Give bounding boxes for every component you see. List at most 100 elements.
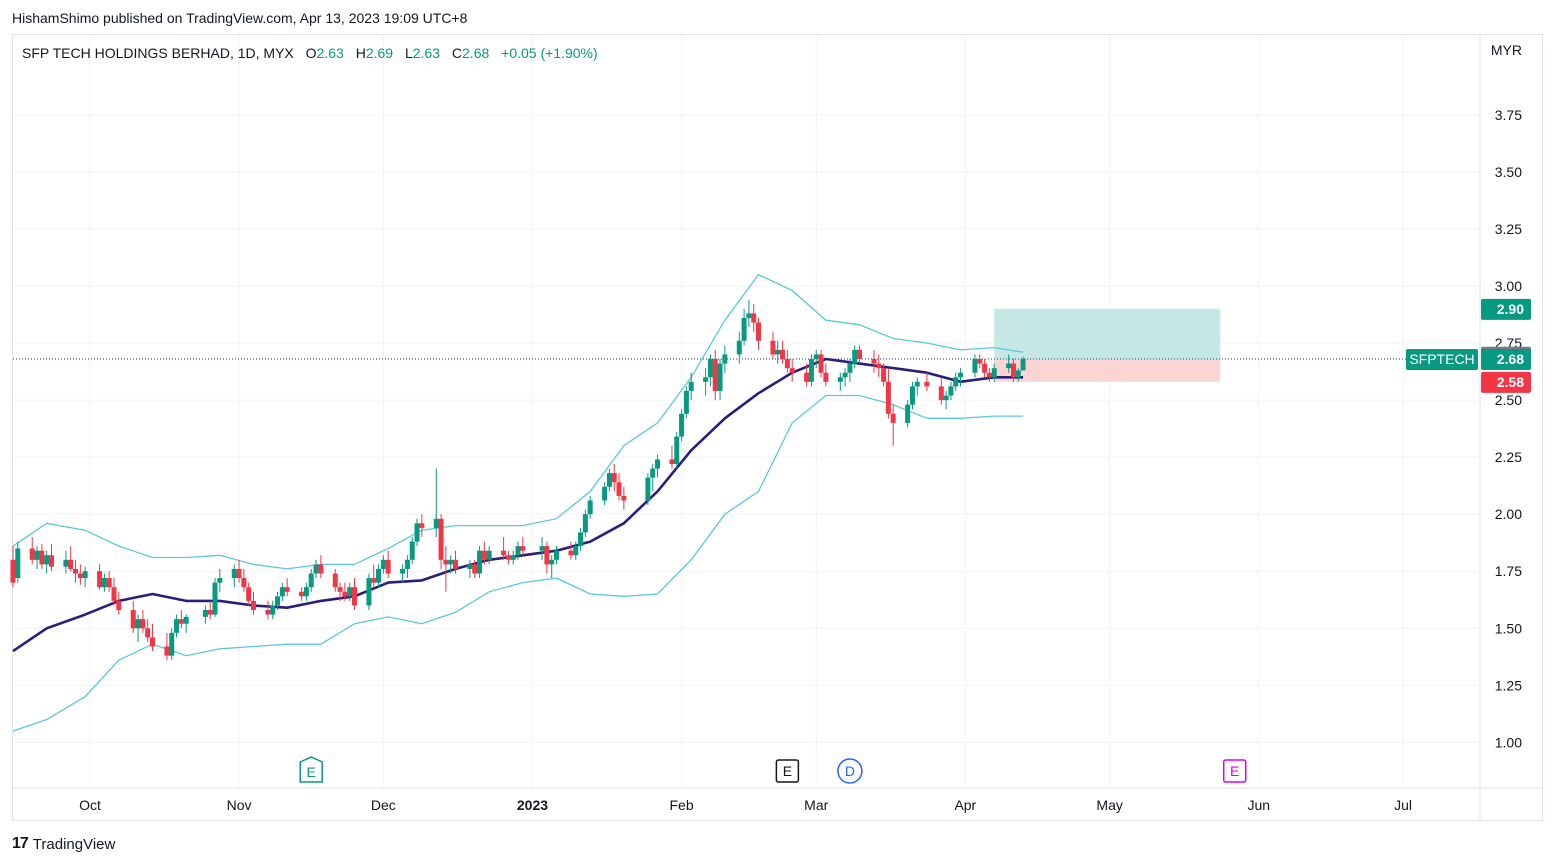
candle-body bbox=[986, 372, 992, 378]
candle-body bbox=[332, 573, 338, 588]
y-tick-label: 2.00 bbox=[1495, 506, 1522, 522]
candle bbox=[549, 555, 555, 579]
candle-body bbox=[140, 619, 146, 629]
candle bbox=[881, 363, 887, 387]
tradingview-footer[interactable]: 17 TradingView bbox=[12, 835, 115, 853]
candle-body bbox=[823, 372, 829, 382]
candle bbox=[453, 550, 459, 574]
legend-open-label: O bbox=[305, 45, 317, 61]
candle bbox=[520, 537, 526, 556]
candle bbox=[606, 468, 612, 492]
candle-body bbox=[371, 578, 377, 583]
bollinger-upper-line bbox=[12, 273, 1024, 570]
candle-body bbox=[953, 377, 959, 387]
candle-body bbox=[977, 359, 983, 364]
candle-body bbox=[380, 559, 386, 569]
candle bbox=[756, 317, 762, 350]
candle-body bbox=[34, 550, 40, 560]
candle bbox=[212, 578, 218, 617]
candle bbox=[914, 377, 920, 396]
price-label-2.68: 2.68 bbox=[1481, 349, 1531, 371]
x-tick-label: Jun bbox=[1247, 797, 1270, 813]
candle-body bbox=[972, 359, 978, 373]
candle bbox=[582, 509, 588, 537]
y-tick-label: 3.50 bbox=[1495, 164, 1522, 180]
candle bbox=[207, 600, 213, 620]
candle bbox=[116, 591, 122, 615]
legend-low-label: L bbox=[404, 45, 413, 61]
candle-body bbox=[438, 518, 444, 560]
candle-body bbox=[174, 619, 180, 633]
legend-high-label: H bbox=[355, 45, 366, 61]
candle-body bbox=[481, 550, 487, 560]
candle bbox=[409, 537, 415, 565]
dividend-icon bbox=[837, 758, 863, 784]
earnings-icon bbox=[775, 759, 800, 783]
candle-body bbox=[958, 372, 964, 378]
candle-body bbox=[419, 523, 425, 528]
candle-body bbox=[847, 363, 853, 373]
candle bbox=[313, 559, 319, 579]
candle bbox=[948, 381, 954, 401]
candle bbox=[275, 591, 281, 611]
earnings-icon-letter: E bbox=[307, 764, 316, 780]
candle bbox=[808, 354, 814, 387]
candle bbox=[39, 543, 45, 569]
candle bbox=[784, 349, 790, 373]
tradingview-brand: TradingView bbox=[32, 835, 116, 853]
y-tick-label: 2.50 bbox=[1495, 392, 1522, 408]
candle-body bbox=[337, 587, 343, 592]
legend-high: 2.69 bbox=[365, 45, 394, 61]
candle bbox=[554, 546, 560, 565]
candle bbox=[472, 559, 478, 579]
candle-body bbox=[582, 514, 588, 533]
candle bbox=[400, 564, 406, 583]
y-tick-label: 3.25 bbox=[1495, 221, 1522, 237]
candle bbox=[135, 614, 141, 642]
candle bbox=[683, 386, 689, 419]
candle bbox=[174, 614, 180, 638]
candle-body bbox=[544, 546, 550, 565]
x-tick-label: Dec bbox=[371, 797, 396, 813]
candle bbox=[938, 377, 944, 405]
candle-body bbox=[688, 381, 694, 391]
candle-body bbox=[385, 559, 391, 574]
candle bbox=[486, 546, 492, 565]
candle-body bbox=[549, 559, 555, 565]
candle-body bbox=[890, 413, 896, 423]
candle bbox=[813, 349, 819, 369]
price-label-bg bbox=[1481, 349, 1531, 371]
candle bbox=[202, 605, 208, 624]
candle-body bbox=[145, 628, 151, 638]
candle-body bbox=[448, 559, 454, 565]
candle-body bbox=[852, 349, 858, 364]
candle-body bbox=[679, 413, 685, 437]
candle bbox=[909, 381, 915, 410]
candle-body bbox=[246, 587, 252, 601]
candle bbox=[703, 368, 709, 396]
candle-body bbox=[602, 486, 608, 501]
x-tick-label: Mar bbox=[804, 797, 828, 813]
candle bbox=[77, 564, 83, 585]
candle bbox=[958, 368, 964, 387]
x-tick-label: 2023 bbox=[517, 797, 548, 813]
chart-frame bbox=[12, 34, 1543, 821]
candle bbox=[164, 632, 170, 661]
candle bbox=[871, 349, 877, 373]
candle-body bbox=[63, 559, 69, 567]
candle-body bbox=[467, 564, 473, 569]
candle bbox=[977, 354, 983, 369]
candle bbox=[982, 359, 988, 378]
candle-body bbox=[616, 482, 622, 496]
candle-body bbox=[554, 550, 560, 560]
candle-body bbox=[68, 559, 74, 569]
legend-open: 2.63 bbox=[316, 45, 344, 61]
candle bbox=[342, 582, 348, 601]
candle bbox=[602, 482, 608, 506]
x-tick-label: Oct bbox=[79, 797, 101, 813]
candle-body bbox=[539, 546, 545, 551]
candle-body bbox=[318, 564, 324, 574]
candle-body bbox=[73, 568, 79, 574]
x-tick-label: Jul bbox=[1394, 797, 1412, 813]
